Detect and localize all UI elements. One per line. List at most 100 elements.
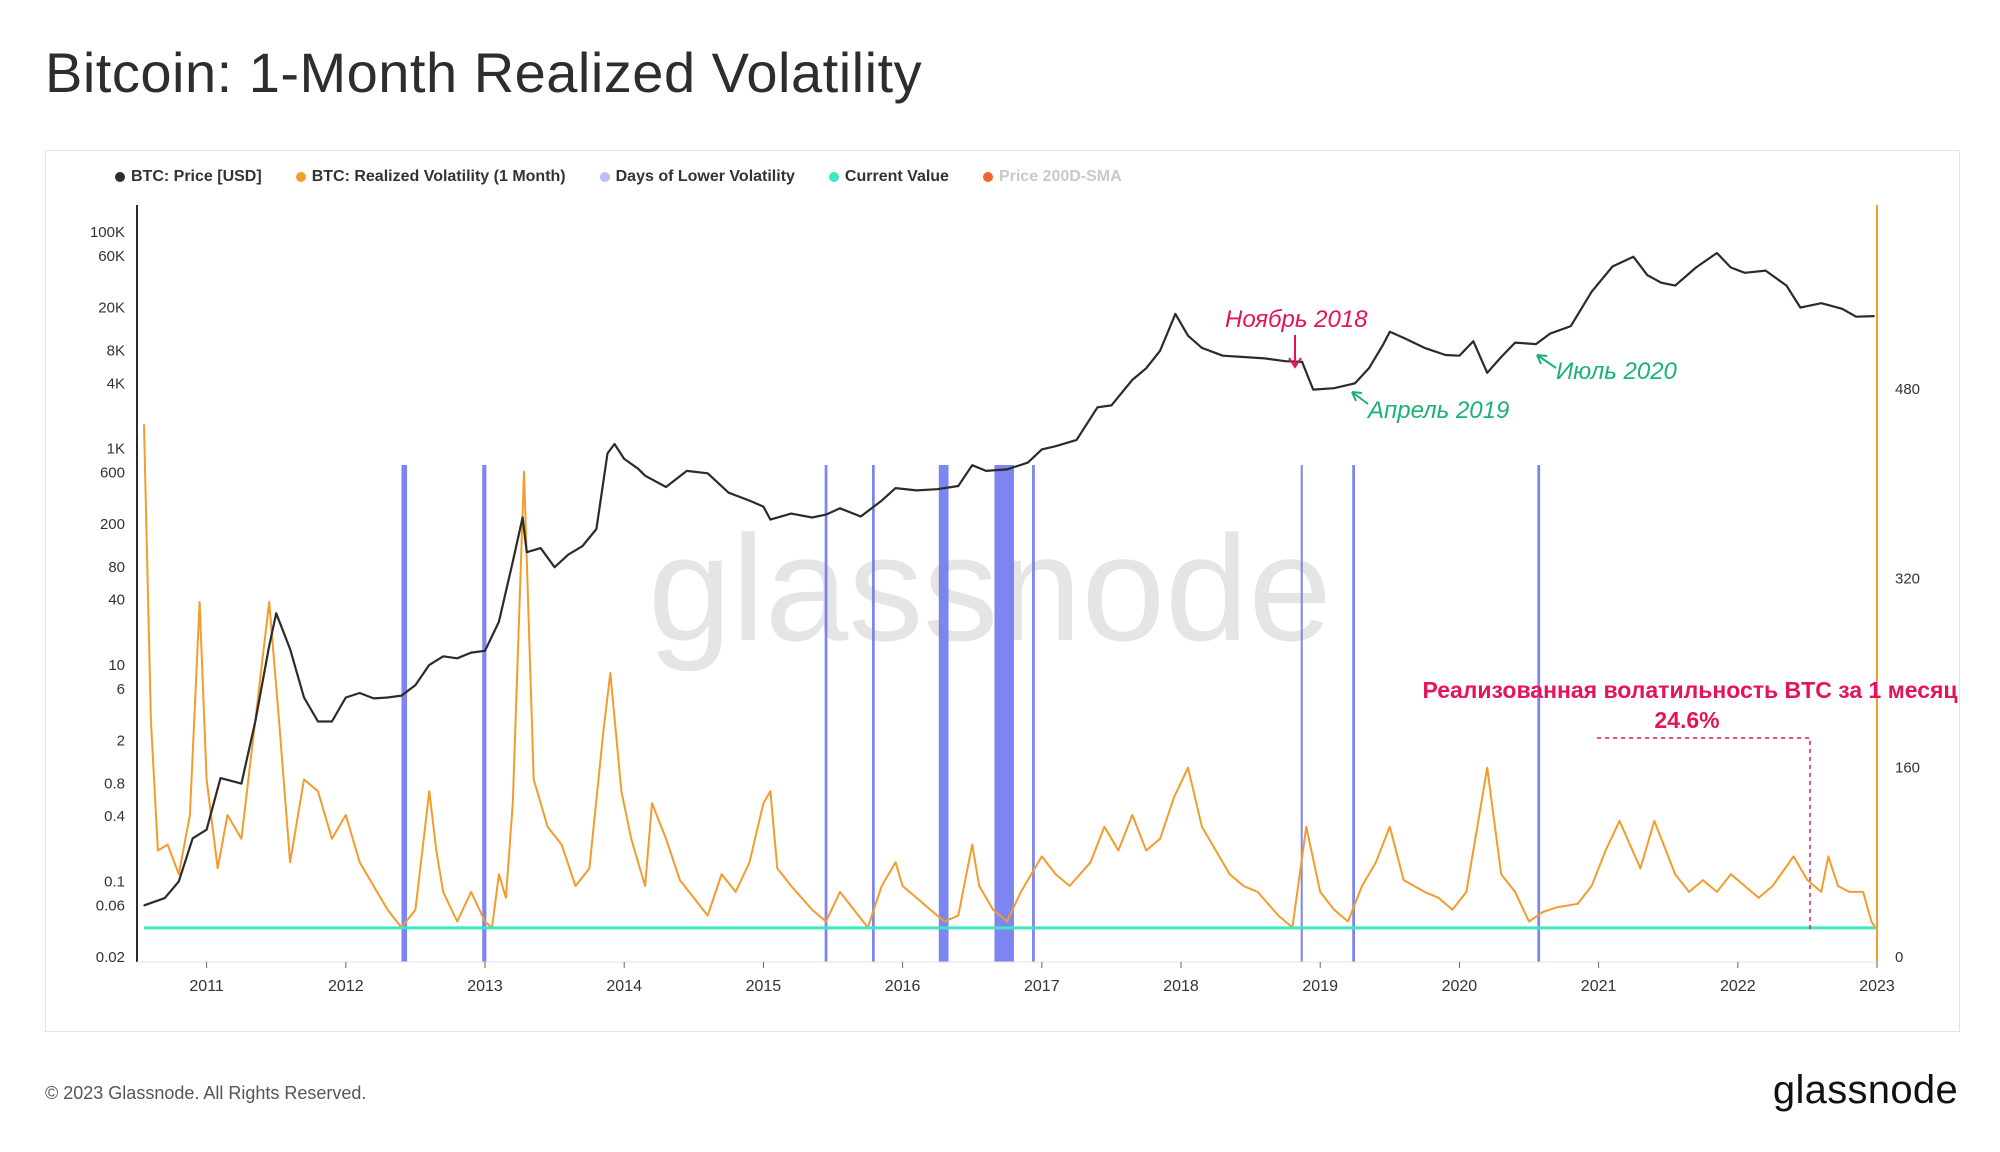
price-point [971, 464, 973, 466]
annotation-apr2019: Апрель 2019 [1366, 397, 1509, 424]
price-point [219, 777, 222, 779]
price-point [512, 560, 514, 563]
price-point [769, 518, 772, 521]
volatility-point [1020, 891, 1022, 893]
volatility-point [1069, 885, 1071, 887]
price-point [1514, 341, 1516, 344]
volatility-point [533, 778, 535, 781]
price-point [254, 720, 257, 723]
volatility-point [1772, 885, 1774, 887]
price-point [1820, 302, 1823, 304]
price-point [748, 499, 751, 502]
legend-item-low-volatility[interactable]: Days of Lower Volatility [599, 168, 795, 186]
low-volatility-band [938, 465, 949, 962]
price-point [1716, 252, 1718, 254]
price-point [1535, 343, 1537, 345]
price-point [1055, 445, 1057, 447]
left-tick-label: 1K [107, 440, 125, 457]
volatility-point [1103, 826, 1106, 828]
price-point [915, 489, 918, 492]
price-point [1174, 313, 1177, 315]
left-tick-label: 2 [117, 733, 125, 750]
volatility-point [1131, 814, 1133, 816]
legend-item-price[interactable]: BTC: Price [USD] [115, 168, 262, 186]
volatility-point [1375, 861, 1377, 863]
price-point [1799, 306, 1802, 309]
price-point [637, 467, 639, 470]
annotation-nov2018: Ноябрь 2018 [1225, 306, 1368, 333]
x-tick-label: 2013 [467, 978, 503, 995]
volatility-point [1618, 820, 1621, 822]
price-point [1590, 291, 1593, 293]
price-point [400, 694, 403, 697]
right-tick-label: 480 [1895, 381, 1920, 398]
legend-item-volatility[interactable]: BTC: Realized Volatility (1 Month) [295, 168, 566, 186]
price-point [386, 696, 389, 699]
price-point [839, 507, 841, 509]
price-point [686, 470, 688, 472]
price-point [1486, 372, 1488, 374]
left-tick-label: 0.02 [96, 949, 125, 966]
volatility-point [1333, 909, 1335, 911]
price-point [1444, 354, 1447, 356]
legend-label: BTC: Price [USD] [131, 168, 262, 185]
price-point [1785, 284, 1788, 287]
price-point [1855, 315, 1857, 318]
volatility-point [762, 802, 765, 804]
volatility-point [1744, 885, 1746, 887]
price-point [164, 897, 166, 899]
volatility-point [943, 920, 945, 923]
price-point [317, 720, 319, 723]
x-tick-label: 2017 [1024, 978, 1060, 995]
x-tick-label: 2012 [328, 978, 364, 995]
left-tick-label: 100K [90, 224, 125, 241]
left-tick-label: 600 [100, 464, 125, 481]
legend-dot-low-volatility [599, 172, 610, 182]
price-point [1730, 266, 1732, 269]
left-tick-label: 10 [108, 657, 125, 674]
x-tick-label: 2018 [1163, 978, 1199, 995]
price-point [1423, 347, 1426, 349]
volatility-point [167, 843, 169, 846]
left-tick-label: 6 [117, 681, 125, 698]
volatility-point [707, 914, 709, 917]
footer-copyright: © 2023 Glassnode. All Rights Reserved. [45, 1083, 367, 1103]
volatility-point [679, 879, 681, 881]
volatility-point [1041, 855, 1043, 858]
left-tick-label: 80 [108, 559, 125, 576]
footer-logo[interactable]: glassnode [1772, 1068, 1958, 1112]
legend-label: BTC: Realized Volatility (1 Month) [311, 168, 566, 185]
price-point [790, 512, 792, 515]
volatility-point [1674, 873, 1676, 875]
volatility-point [428, 790, 430, 792]
price-point [539, 547, 542, 549]
volatility-point [620, 790, 623, 792]
price-point [331, 720, 333, 723]
low-volatility-band [994, 465, 1014, 962]
price-point [372, 697, 375, 700]
chart-frame [45, 150, 1960, 1032]
volatility-point [547, 826, 549, 828]
volatility-point [1500, 873, 1502, 875]
volatility-point [1702, 879, 1704, 881]
volatility-point [505, 897, 507, 899]
volatility-point [1437, 897, 1440, 899]
legend-dot-price [115, 172, 125, 182]
volatility-point [189, 814, 191, 816]
volatility-point [512, 802, 514, 804]
price-point [470, 651, 472, 654]
volatility-point [331, 838, 333, 840]
volatility-point [748, 861, 751, 863]
price-point [985, 470, 987, 472]
price-point [1674, 284, 1676, 287]
price-point [606, 452, 609, 455]
price-point [1041, 448, 1043, 451]
volatility-point [373, 885, 375, 887]
right-tick-label: 160 [1895, 760, 1920, 777]
legend-item-sma[interactable]: Price 200D-SMA [982, 168, 1122, 186]
legend-item-current-value[interactable]: Current Value [828, 168, 949, 186]
volatility-point [1792, 855, 1795, 858]
price-point [1187, 335, 1189, 337]
annotation-arrow-apr2019 [1351, 391, 1369, 405]
volatility-point [1870, 920, 1873, 923]
